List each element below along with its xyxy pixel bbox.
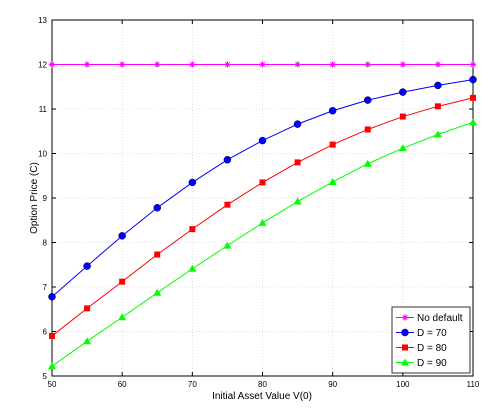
data-point [470,94,476,101]
x-tick-label: 70 [188,380,197,389]
x-tick-label: 60 [118,380,127,389]
legend-item: No default [396,313,463,324]
legend-label: No default [417,313,463,324]
data-point [364,96,372,104]
legend-marker [402,344,408,351]
data-point [399,113,406,120]
data-point [469,75,477,84]
data-point [434,103,441,110]
data-point [364,126,371,133]
data-point [83,262,91,270]
series-d-70 [48,75,477,301]
data-point [363,159,372,167]
data-point [433,130,442,138]
x-tick-label: 90 [328,380,337,389]
data-point [294,61,301,68]
y-tick-label: 11 [39,105,48,114]
y-tick-label: 9 [43,194,48,203]
data-point [434,81,442,90]
data-point [189,61,196,68]
legend-item: D = 90 [396,358,447,369]
y-tick-label: 8 [43,239,48,248]
data-point [223,155,232,164]
x-tick-label: 50 [48,380,57,389]
data-point [189,226,196,233]
data-point [470,61,476,68]
y-tick-label: 12 [38,61,47,70]
legend-label: D = 70 [417,328,447,339]
legend-label: D = 80 [417,343,447,354]
data-point [48,362,56,370]
legend-item: D = 70 [396,328,447,339]
data-point [188,264,197,272]
data-point [328,107,337,115]
series-d-90 [48,118,477,370]
data-point [398,144,407,152]
legend-label: D = 90 [417,358,447,369]
data-point [434,61,441,68]
data-point [294,159,301,166]
data-point [399,61,406,68]
data-point [223,241,232,249]
legend-marker [401,358,409,366]
data-point [258,136,267,145]
y-axis: 5 6 7 8 9 10 11 12 13 [38,16,473,381]
legend-marker [401,328,409,337]
data-point [364,61,371,68]
data-point [329,141,336,148]
data-point [469,118,477,126]
legend-marker [402,314,408,321]
data-point [188,178,197,187]
y-tick-label: 6 [43,328,48,337]
data-point [154,251,161,258]
x-tick-label: 80 [258,380,267,389]
y-tick-label: 10 [38,150,47,159]
data-point [259,179,266,186]
x-axis-label: Initial Asset Value V(0) [212,391,312,402]
data-point [153,204,161,212]
data-point [259,61,266,68]
data-point [48,293,56,301]
y-tick-label: 5 [43,372,48,381]
y-tick-label: 7 [43,283,48,292]
data-point [293,120,302,128]
legend: No default D = 70 D = 80 D = 90 [391,306,471,374]
data-point [49,61,55,68]
data-point [293,197,302,205]
data-point [224,201,231,208]
series-d-80 [49,94,476,339]
y-tick-label: 13 [38,16,47,25]
x-axis: 50 60 70 80 90 100 110 [48,20,480,389]
data-point [84,61,91,68]
data-point [119,61,126,68]
data-point [83,337,92,345]
data-point [153,288,162,296]
data-point [329,61,336,68]
x-tick-label: 110 [467,380,480,389]
series-no-default [49,61,476,68]
data-point [154,61,161,68]
y-axis-label: Option Price (C) [29,162,40,234]
data-point [399,88,407,96]
legend-item: D = 80 [396,343,447,354]
data-point [328,177,337,185]
data-point [118,313,127,321]
series-layer [48,61,477,370]
x-tick-label: 100 [396,380,410,389]
data-point [119,278,126,285]
data-point [49,332,55,339]
data-point [224,61,231,68]
data-point [258,218,267,226]
data-point [118,232,126,240]
data-point [84,305,91,312]
